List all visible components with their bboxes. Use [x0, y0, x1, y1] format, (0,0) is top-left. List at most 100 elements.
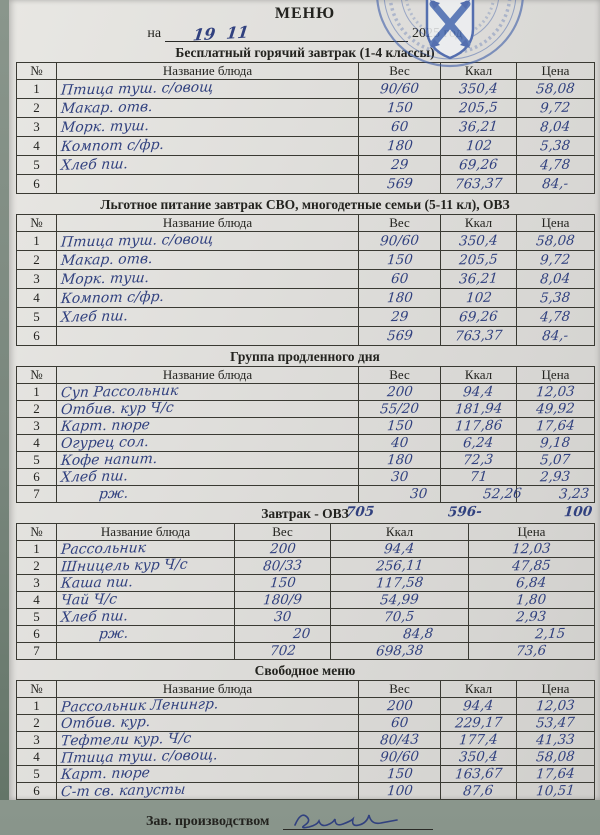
cell-name: Морк. туш.: [60, 118, 150, 136]
row-number: 7: [33, 486, 40, 501]
table-row: 1 Рассольник 200 94,4 12,03: [16, 540, 595, 558]
table-row: 4 Компот с/фр. 180 102 5,38: [16, 136, 595, 156]
cell-price: 47,85: [511, 557, 552, 575]
cell-weight: 90/60: [379, 748, 420, 766]
cell-kcal: 117,86: [454, 417, 503, 435]
row-number: 4: [33, 592, 40, 607]
menu-section: Бесплатный горячий завтрак (1-4 классы) №…: [16, 45, 595, 194]
cell-name: Карт. пюре: [60, 765, 151, 783]
cell-name: Хлеб пш.: [60, 156, 129, 174]
shield-emblem-icon: [425, 0, 475, 60]
cell-price: 5,38: [539, 289, 572, 307]
cell-weight: 80/43: [379, 731, 420, 749]
cell-kcal: 94,4: [462, 697, 495, 715]
cell-weight: 180/9: [262, 591, 303, 609]
cell-weight: 569: [386, 175, 414, 193]
column-header: Цена: [516, 214, 595, 232]
cell-name: Компот с/фр.: [60, 136, 165, 156]
cell-weight: 60: [390, 118, 409, 136]
row-number: 2: [33, 558, 40, 573]
header-row: № Название блюда Вес Ккал Цена: [16, 366, 595, 384]
cell-name: Компот с/фр.: [60, 288, 165, 308]
cell-price: 53,47: [535, 714, 576, 732]
cell-name: Карт. пюре: [60, 417, 151, 435]
cell-name: Тефтели кур. Ч/с: [60, 730, 192, 750]
menu-table: № Название блюда Вес Ккал Цена 1 Рассольник 200…: [16, 523, 595, 660]
cell-price: 9,72: [539, 251, 572, 269]
cell-kcal: 763,37: [454, 327, 503, 345]
cell-weight: 90/60: [379, 80, 420, 98]
cell-price: 10,51: [535, 782, 576, 800]
table-row: 5 Хлеб пш. 29 69,26 4,78: [16, 307, 595, 327]
cell-weight: 150: [269, 574, 297, 592]
cell-weight: 60: [390, 714, 409, 732]
table-row: 3 Морк. туш. 60 36,21 8,04: [16, 117, 595, 137]
footer: Зав. производством: [146, 809, 594, 830]
column-header: Цена: [468, 523, 595, 541]
cell-weight: 100: [386, 782, 414, 800]
table-row: 2 Шницель кур Ч/с 80/33 256,11 47,85: [16, 557, 595, 575]
column-header: Цена: [516, 680, 595, 698]
header-row: № Название блюда Вес Ккал Цена: [16, 523, 595, 541]
section-title-text: Свободное меню: [254, 663, 356, 678]
row-number: 1: [33, 541, 40, 556]
cell-weight: 30: [273, 608, 292, 626]
section-title-text: Льготное питание завтрак СВО, многодетны…: [100, 197, 510, 212]
cell-price: 4,78: [539, 156, 572, 174]
table-row: 4 Чай Ч/с 180/9 54,99 1,80: [16, 591, 595, 609]
table-row: 3 Тефтели кур. Ч/с 80/43 177,4 41,33: [16, 730, 595, 750]
signature-line: [283, 809, 434, 830]
cell-name: Птица туш. с/овощ: [60, 231, 214, 251]
cell-name: рж.: [98, 625, 129, 643]
cell-name: рж.: [98, 485, 129, 503]
column-header: Ккал: [440, 214, 517, 232]
cell-price: 58,08: [535, 80, 576, 98]
cell-kcal: 229,17: [454, 714, 503, 732]
cell-name: Чай Ч/с: [60, 591, 118, 609]
column-header: Ккал: [440, 680, 517, 698]
menu-section: Завтрак - ОВЗ 705 596- 100 № Название блюда Ве…: [16, 504, 595, 660]
menu-table: № Название блюда Вес Ккал Цена 1 Птица туш. с/…: [16, 62, 595, 194]
cell-name: Хлеб пш.: [60, 608, 129, 626]
cell-kcal: 350,4: [458, 80, 499, 98]
column-header: Название блюда: [56, 62, 359, 80]
menu-section: Свободное меню № Название блюда Вес Ккал Цена…: [16, 663, 595, 801]
table-row: 1 Рассольник Ленингр. 200 94,4 12,03: [16, 696, 595, 716]
row-number: 1: [33, 233, 40, 248]
row-number: 6: [33, 328, 40, 343]
column-header: Ккал: [330, 523, 469, 541]
row-number: 1: [33, 384, 40, 399]
section-title: Группа продленного дня: [16, 349, 594, 365]
table-row: 6 С-т св. капусты 100 87,6 10,51: [16, 781, 595, 801]
cell-name: Каша пш.: [60, 574, 134, 592]
cell-price: 2,15: [534, 625, 567, 643]
cell-weight: 20: [292, 625, 311, 643]
section-title: Бесплатный горячий завтрак (1-4 классы): [16, 45, 594, 61]
cell-weight: 55/20: [379, 400, 420, 418]
table-row: 4 Компот с/фр. 180 102 5,38: [16, 288, 595, 308]
cell-name: С-т св. капусты: [60, 781, 187, 801]
official-stamp-icon: [376, 0, 524, 68]
table-row: 6 569 763,37 84,-: [16, 326, 595, 346]
cell-kcal: 763,37: [454, 175, 503, 193]
cell-kcal: 698,38: [375, 642, 424, 660]
row-number: 6: [33, 176, 40, 191]
cell-weight: 29: [390, 308, 409, 326]
column-header: №: [16, 523, 57, 541]
table-row: 1 Птица туш. с/овощ 90/60 350,4 58,08: [16, 231, 595, 251]
cell-price: 58,08: [535, 748, 576, 766]
column-header: Вес: [358, 214, 441, 232]
cell-weight: 702: [269, 642, 297, 660]
cell-price: 58,08: [535, 232, 576, 250]
section-title-text: Бесплатный горячий завтрак (1-4 классы): [175, 45, 435, 60]
row-number: 6: [33, 469, 40, 484]
cell-weight: 569: [386, 327, 414, 345]
header-row: № Название блюда Вес Ккал Цена: [16, 680, 595, 698]
row-number: 2: [33, 715, 40, 730]
row-number: 2: [33, 100, 40, 115]
row-number: 3: [33, 271, 40, 286]
menu-table: № Название блюда Вес Ккал Цена 1 Суп Рассольни…: [16, 366, 595, 503]
cell-price: 84,-: [541, 327, 570, 345]
cell-price: 41,33: [535, 731, 576, 749]
